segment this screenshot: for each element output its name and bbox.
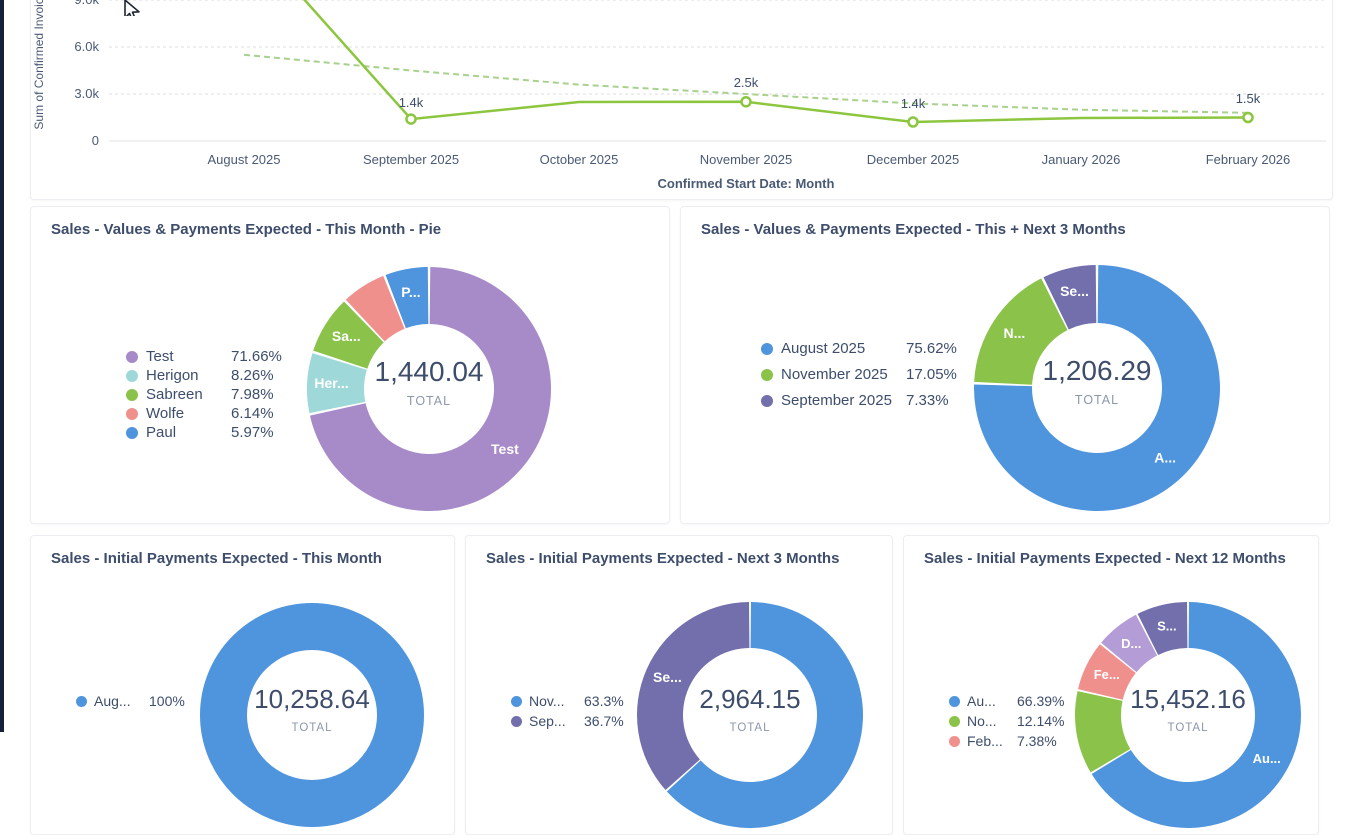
svg-text:Fe...: Fe... xyxy=(1094,667,1120,682)
svg-text:A...: A... xyxy=(1154,450,1176,466)
svg-text:Her...: Her... xyxy=(314,375,348,391)
svg-text:TOTAL: TOTAL xyxy=(407,394,451,408)
svg-text:9.0k: 9.0k xyxy=(74,0,99,7)
svg-text:1.5k: 1.5k xyxy=(1236,91,1261,106)
svg-text:TOTAL: TOTAL xyxy=(292,722,333,734)
svg-text:Test: Test xyxy=(491,441,519,457)
svg-text:2.5k: 2.5k xyxy=(734,75,759,90)
svg-text:3.0k: 3.0k xyxy=(74,86,99,101)
svg-text:P...: P... xyxy=(401,284,420,300)
svg-text:2,964.15: 2,964.15 xyxy=(699,684,800,714)
svg-text:15,452.16: 15,452.16 xyxy=(1130,684,1246,714)
svg-text:TOTAL: TOTAL xyxy=(730,722,771,734)
svg-text:1.4k: 1.4k xyxy=(901,96,926,111)
svg-text:January 2026: January 2026 xyxy=(1042,152,1121,167)
svg-text:February 2026: February 2026 xyxy=(1206,152,1291,167)
svg-text:TOTAL: TOTAL xyxy=(1168,722,1209,734)
svg-text:Au...: Au... xyxy=(1253,751,1281,766)
svg-text:1,440.04: 1,440.04 xyxy=(375,356,484,387)
svg-text:December 2025: December 2025 xyxy=(867,152,960,167)
svg-text:0: 0 xyxy=(92,133,99,148)
svg-text:Sum of Confirmed Invoice Value: Sum of Confirmed Invoice Value xyxy=(32,0,46,130)
svg-text:Sa...: Sa... xyxy=(332,328,361,344)
svg-text:TOTAL: TOTAL xyxy=(1075,393,1119,407)
svg-text:September 2025: September 2025 xyxy=(363,152,459,167)
svg-text:Se...: Se... xyxy=(653,669,682,685)
svg-text:November 2025: November 2025 xyxy=(700,152,793,167)
svg-text:August 2025: August 2025 xyxy=(207,152,280,167)
svg-text:D...: D... xyxy=(1121,636,1141,651)
svg-text:Confirmed Start Date: Month: Confirmed Start Date: Month xyxy=(658,176,835,191)
svg-text:1.4k: 1.4k xyxy=(399,95,424,110)
svg-text:Se...: Se... xyxy=(1060,283,1089,299)
svg-text:10,258.64: 10,258.64 xyxy=(254,684,370,714)
svg-text:N...: N... xyxy=(1004,325,1026,341)
svg-text:S...: S... xyxy=(1157,619,1177,634)
svg-text:6.0k: 6.0k xyxy=(74,39,99,54)
svg-text:October 2025: October 2025 xyxy=(540,152,619,167)
svg-text:1,206.29: 1,206.29 xyxy=(1043,355,1152,386)
